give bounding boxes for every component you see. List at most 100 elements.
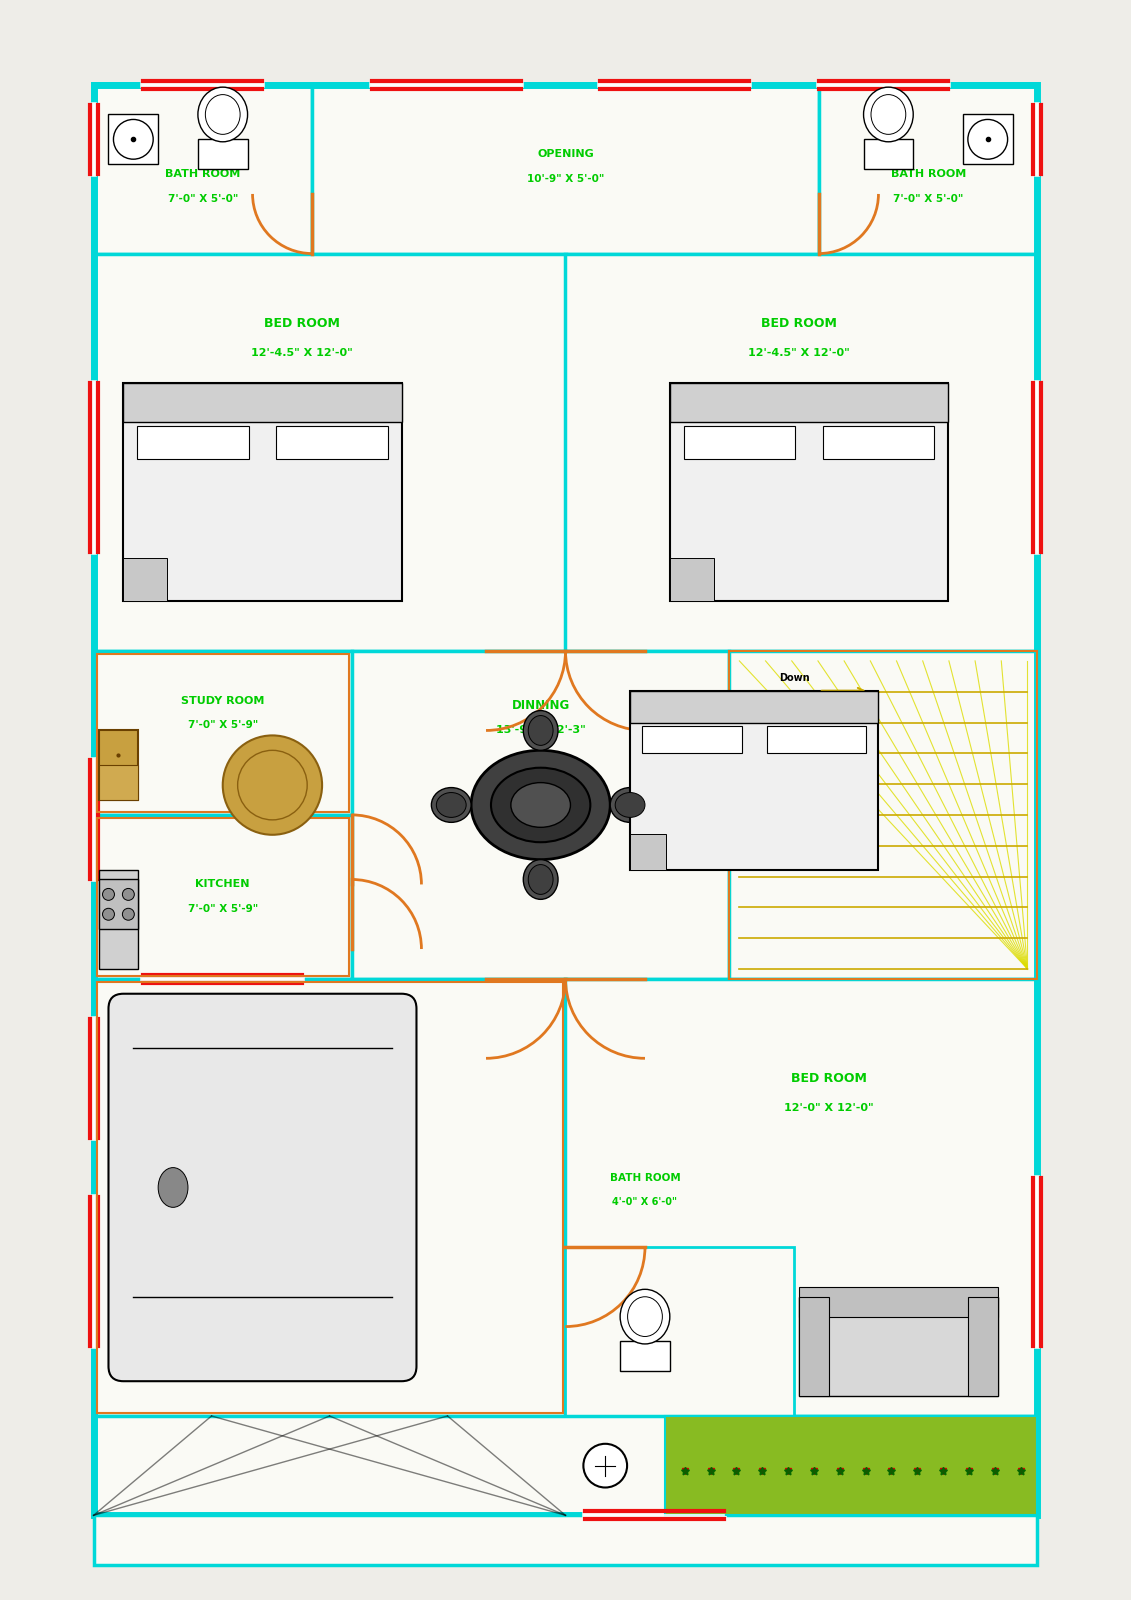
Ellipse shape — [615, 792, 645, 818]
Ellipse shape — [472, 750, 611, 859]
Bar — [566, 979, 1037, 1416]
Text: 13'-9" X 12'-3": 13'-9" X 12'-3" — [495, 725, 586, 736]
Text: BATH ROOM: BATH ROOM — [610, 1173, 681, 1182]
Text: OPENING: OPENING — [537, 149, 594, 160]
Bar — [312, 85, 819, 253]
Text: Down: Down — [779, 672, 810, 683]
Bar — [94, 651, 352, 814]
Circle shape — [122, 888, 135, 901]
Bar — [276, 427, 388, 459]
Bar — [96, 654, 349, 811]
Circle shape — [113, 120, 153, 158]
Bar — [94, 85, 1037, 1515]
FancyBboxPatch shape — [109, 994, 416, 1381]
Bar — [98, 765, 138, 800]
Text: STUDY ROOM: STUDY ROOM — [181, 696, 265, 706]
Bar — [620, 1341, 670, 1371]
Bar — [798, 1296, 829, 1397]
Ellipse shape — [871, 94, 906, 134]
Bar — [123, 557, 167, 602]
Text: BATH ROOM: BATH ROOM — [890, 170, 966, 179]
Bar — [198, 139, 248, 170]
Bar — [670, 557, 714, 602]
Text: 7'-0" X 5'-0": 7'-0" X 5'-0" — [167, 194, 238, 203]
Bar — [94, 85, 566, 253]
Bar — [123, 382, 402, 602]
Circle shape — [238, 750, 308, 819]
Ellipse shape — [198, 86, 248, 142]
Bar — [96, 982, 562, 1413]
Bar — [98, 869, 138, 970]
Bar — [798, 1286, 998, 1317]
Bar — [98, 880, 138, 930]
Text: BATH ROOM: BATH ROOM — [165, 170, 241, 179]
Text: BED ROOM: BED ROOM — [791, 1072, 866, 1085]
Ellipse shape — [628, 1296, 663, 1336]
Bar — [94, 979, 566, 1416]
Bar — [94, 1515, 1037, 1565]
Bar — [94, 85, 1037, 1515]
Ellipse shape — [206, 94, 240, 134]
Bar — [968, 1296, 998, 1397]
Ellipse shape — [524, 710, 558, 750]
Text: 12'-4.5" X 12'-0": 12'-4.5" X 12'-0" — [251, 347, 353, 358]
Text: 13'-6" X 6'-0": 13'-6" X 6'-0" — [261, 1123, 344, 1133]
Bar — [630, 834, 666, 869]
Bar — [566, 1246, 794, 1416]
Text: 12'-4.5" X 12'-0": 12'-4.5" X 12'-0" — [748, 347, 849, 358]
Bar — [98, 731, 138, 800]
Text: 7'-0" X 5'-9": 7'-0" X 5'-9" — [188, 720, 258, 731]
Text: KITCHEN: KITCHEN — [196, 880, 250, 890]
Ellipse shape — [158, 1168, 188, 1208]
Bar — [630, 691, 879, 723]
Bar — [798, 1296, 998, 1397]
Bar — [137, 427, 249, 459]
Text: BED ROOM: BED ROOM — [265, 317, 340, 330]
Text: 7'-0" X 5'-0": 7'-0" X 5'-0" — [893, 194, 964, 203]
Bar — [684, 427, 795, 459]
Circle shape — [968, 120, 1008, 158]
Circle shape — [973, 125, 1003, 154]
Bar — [665, 1416, 1037, 1515]
Bar — [94, 85, 312, 253]
Ellipse shape — [431, 787, 472, 822]
Circle shape — [103, 909, 114, 920]
Bar — [109, 115, 158, 165]
Bar — [566, 85, 1037, 253]
Bar — [352, 651, 729, 979]
Circle shape — [103, 888, 114, 901]
Circle shape — [119, 125, 148, 154]
Text: 4'-0" X 6'-0": 4'-0" X 6'-0" — [613, 1197, 677, 1208]
Text: BED ROOM: BED ROOM — [761, 317, 837, 330]
Text: 12'-0" X 12'-0": 12'-0" X 12'-0" — [784, 1102, 873, 1114]
Ellipse shape — [437, 792, 466, 818]
Text: 7'-0" X 5'-9": 7'-0" X 5'-9" — [188, 904, 258, 914]
Circle shape — [584, 1443, 627, 1488]
Bar — [566, 253, 1037, 651]
Bar — [729, 651, 1037, 979]
Bar — [123, 382, 402, 422]
Bar — [767, 726, 866, 754]
Ellipse shape — [528, 715, 553, 746]
Bar — [630, 691, 879, 869]
Ellipse shape — [864, 86, 913, 142]
Bar — [819, 85, 1037, 253]
Bar — [94, 1416, 1037, 1515]
Bar — [729, 651, 1037, 979]
Text: DINNING: DINNING — [271, 1091, 333, 1104]
Bar — [94, 814, 352, 979]
Bar — [670, 382, 948, 422]
Circle shape — [223, 736, 322, 835]
Ellipse shape — [511, 782, 570, 827]
Circle shape — [122, 909, 135, 920]
Bar — [962, 115, 1012, 165]
Bar — [864, 139, 913, 170]
Text: 10'-9" X 5'-0": 10'-9" X 5'-0" — [527, 174, 604, 184]
Bar — [823, 427, 934, 459]
Bar — [642, 726, 742, 754]
Ellipse shape — [491, 768, 590, 842]
Ellipse shape — [524, 859, 558, 899]
Bar — [94, 253, 566, 651]
Text: DINNING: DINNING — [511, 699, 570, 712]
Bar — [96, 818, 349, 976]
